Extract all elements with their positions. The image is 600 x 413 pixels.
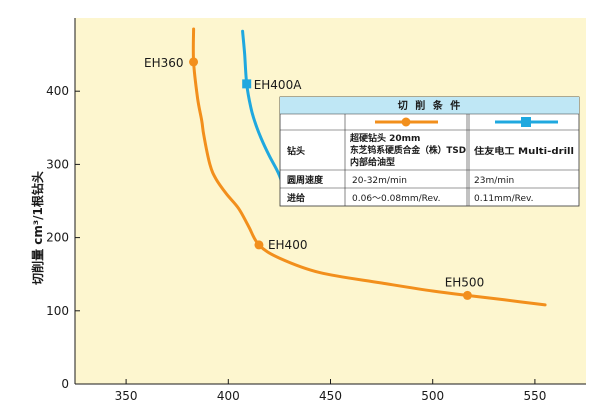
x-tick-label: 500 xyxy=(421,389,444,403)
label-eh400a: EH400A xyxy=(254,78,303,92)
y-tick-label: 100 xyxy=(46,304,69,318)
orange-speed: 20-32m/min xyxy=(352,176,407,186)
label-eh400: EH400 xyxy=(268,238,308,252)
series-line-orange xyxy=(191,27,547,307)
orange-feed: 0.06～0.08mm/Rev. xyxy=(352,194,441,204)
legend-orange xyxy=(375,117,438,127)
marker-eh400a xyxy=(242,79,252,89)
label-eh360: EH360 xyxy=(144,56,184,70)
markers-layer xyxy=(189,57,472,300)
x-tick-label: 550 xyxy=(523,389,546,403)
marker-eh500 xyxy=(462,290,472,300)
marker-eh400 xyxy=(254,240,264,250)
orange-tool-line-2: 东芝钨系硬质合金（株）TSD xyxy=(350,144,466,156)
x-tick-label: 450 xyxy=(319,389,342,403)
row-drill-label: 钻头 xyxy=(287,145,305,157)
x-tick-label: 350 xyxy=(115,389,138,403)
x-tick-label: 400 xyxy=(217,389,240,403)
table-header: 切 削 条 件 xyxy=(398,99,462,112)
label-eh500: EH500 xyxy=(445,275,485,289)
y-tick-label: 200 xyxy=(46,231,69,245)
row-speed-label: 圆周速度 xyxy=(287,174,324,186)
y-axis-label: 切削量 cm³/1根钻头 xyxy=(30,171,45,285)
series-line-blue xyxy=(241,29,290,203)
table-header-bg xyxy=(280,97,579,114)
point-labels: EH360 EH400A EH400 EH500 xyxy=(144,56,484,290)
orange-tool-line-1: 超硬钻头 20mm xyxy=(349,132,420,144)
blue-tool: 住友电工 Multi-drill xyxy=(474,145,574,157)
y-tick-label: 0 xyxy=(61,377,69,391)
series-layer xyxy=(191,27,547,307)
axes: 350 400 450 500 550 0 100 200 300 400 xyxy=(46,18,586,403)
orange-tool-line-3: 内部给油型 xyxy=(350,156,395,168)
blue-feed: 0.11mm/Rev. xyxy=(474,194,533,204)
blue-speed: 23m/min xyxy=(474,176,514,186)
legend-blue xyxy=(495,117,558,127)
marker-eh360 xyxy=(189,57,199,67)
conditions-table: 切 削 条 件 钻头 超硬钻头 20mm 东芝钨系硬质合金（株）TSD 内部给油… xyxy=(279,96,580,207)
y-tick-label: 300 xyxy=(46,157,69,171)
row-feed-label: 进给 xyxy=(287,192,305,204)
y-tick-label: 400 xyxy=(46,84,69,98)
